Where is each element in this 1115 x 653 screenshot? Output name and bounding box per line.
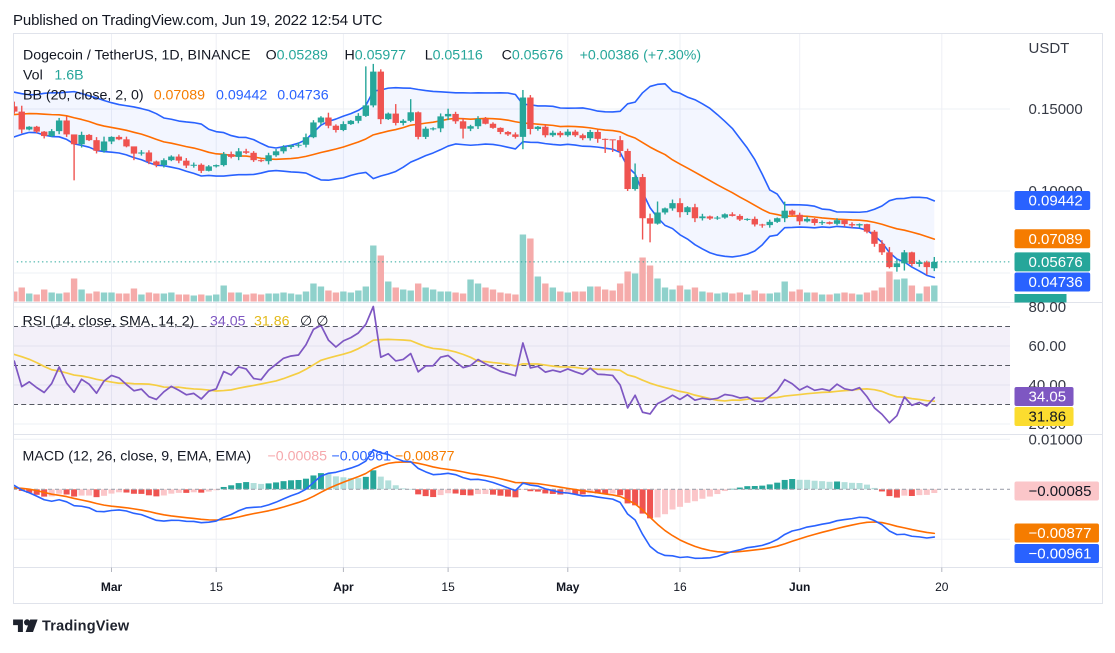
svg-text:Jun: Jun — [789, 580, 810, 594]
svg-text:∅ ∅: ∅ ∅ — [300, 313, 329, 329]
svg-text:16: 16 — [673, 580, 687, 594]
svg-text:−0.00961: −0.00961 — [1029, 546, 1092, 563]
svg-text:Vol: Vol — [23, 68, 43, 84]
svg-text:−0.00877: −0.00877 — [395, 448, 455, 464]
svg-text:0.15000: 0.15000 — [1029, 101, 1083, 118]
svg-text:31.86: 31.86 — [254, 313, 290, 329]
svg-text:34.05: 34.05 — [1029, 389, 1067, 406]
svg-text:60.00: 60.00 — [1029, 338, 1067, 355]
svg-text:−0.00877: −0.00877 — [1029, 525, 1092, 542]
svg-text:May: May — [556, 580, 580, 594]
svg-text:34.05: 34.05 — [210, 313, 246, 329]
svg-text:0.01000: 0.01000 — [1029, 432, 1083, 449]
svg-text:1.6B: 1.6B — [54, 68, 83, 84]
svg-text:MACD (12, 26, close, 9, EMA, E: MACD (12, 26, close, 9, EMA, EMA) — [23, 448, 252, 464]
svg-text:0.04736: 0.04736 — [1029, 274, 1083, 291]
svg-text:+0.00386 (+7.30%): +0.00386 (+7.30%) — [580, 48, 701, 64]
svg-text:0.05676: 0.05676 — [1029, 254, 1083, 271]
svg-text:80.00: 80.00 — [1029, 299, 1067, 316]
svg-text:USDT: USDT — [1029, 40, 1070, 57]
svg-text:15: 15 — [441, 580, 455, 594]
svg-text:31.86: 31.86 — [1029, 409, 1067, 426]
svg-text:Published on TradingView.com,: Published on TradingView.com, Jun 19, 20… — [13, 12, 383, 29]
svg-text:−0.00961: −0.00961 — [332, 448, 392, 464]
svg-text:TradingView: TradingView — [42, 619, 130, 635]
svg-text:0.07089: 0.07089 — [154, 87, 205, 103]
svg-text:Apr: Apr — [333, 580, 354, 594]
svg-text:0.04736: 0.04736 — [277, 87, 328, 103]
svg-text:O0.05289: O0.05289 — [266, 48, 328, 64]
svg-text:Dogecoin / TetherUS, 1D, BINAN: Dogecoin / TetherUS, 1D, BINANCE — [23, 48, 251, 64]
svg-text:−0.00085: −0.00085 — [268, 448, 328, 464]
svg-text:BB (20, close, 2, 0): BB (20, close, 2, 0) — [23, 87, 144, 103]
svg-text:15: 15 — [210, 580, 224, 594]
svg-text:20: 20 — [935, 580, 949, 594]
svg-text:0.07089: 0.07089 — [1029, 231, 1083, 248]
svg-text:0.09442: 0.09442 — [1029, 193, 1083, 210]
svg-text:−0.00085: −0.00085 — [1029, 483, 1092, 500]
svg-text:Mar: Mar — [101, 580, 123, 594]
svg-text:RSI (14, close, SMA, 14, 2): RSI (14, close, SMA, 14, 2) — [23, 313, 195, 329]
svg-text:L0.05116: L0.05116 — [425, 48, 483, 64]
svg-text:0.09442: 0.09442 — [216, 87, 267, 103]
svg-text:C0.05676: C0.05676 — [502, 48, 564, 64]
svg-text:H0.05977: H0.05977 — [345, 48, 407, 64]
